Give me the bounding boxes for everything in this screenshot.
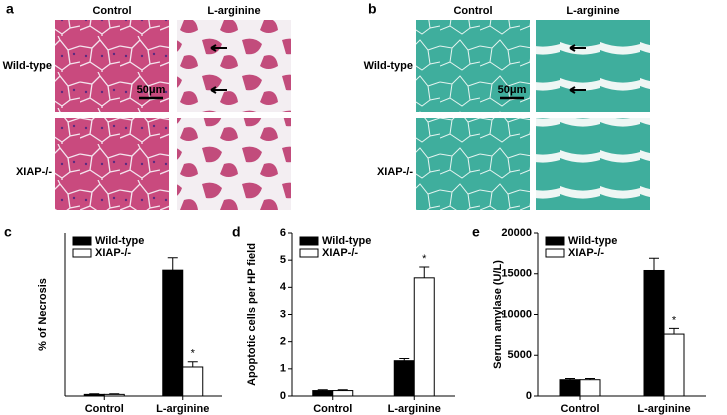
y-tick-label: 2 [280, 336, 286, 348]
y-axis-title: Serum amylase (U/L) [492, 260, 504, 369]
error-bar [89, 393, 100, 395]
legend-swatch [545, 248, 565, 258]
error-bar [419, 266, 430, 278]
y-tick-label: 20000 [501, 227, 532, 239]
significance-mark: * [422, 253, 427, 265]
legend-label: Wild-type [95, 235, 144, 247]
error-bar [109, 393, 120, 395]
micrograph [536, 118, 650, 210]
panel-letter: b [368, 1, 377, 17]
bar [162, 269, 184, 397]
row-label: XIAP-/- [16, 166, 52, 178]
arrow [210, 86, 227, 94]
error-bar [167, 257, 178, 271]
micrograph [55, 20, 169, 112]
bar [579, 379, 601, 397]
bar [643, 269, 665, 397]
y-tick-label: 3 [280, 308, 286, 320]
y-tick-label: 0 [526, 390, 532, 402]
error-bar [337, 389, 348, 391]
row-label: Wild-type [364, 60, 413, 72]
legend-label: XIAP-/- [322, 247, 358, 259]
error-bar [585, 377, 595, 380]
y-tick-label: 10000 [501, 308, 532, 320]
bar [559, 379, 581, 397]
bar [182, 366, 204, 397]
x-tick-label: Control [313, 403, 352, 415]
legend-swatch [72, 236, 92, 246]
legend-swatch [299, 236, 319, 246]
panel-letter: e [472, 224, 480, 240]
arrow [569, 44, 586, 52]
error-bar [669, 327, 679, 335]
bar [393, 360, 415, 397]
panel-letter: c [4, 224, 12, 240]
x-tick-label: Control [85, 403, 124, 415]
y-tick-label: 4 [280, 281, 287, 293]
y-axis-title: % of Necrosis [37, 278, 49, 351]
significance-mark: * [191, 348, 196, 360]
y-axis-title: Apoptotic cells per HP field [246, 243, 258, 386]
arrow [569, 86, 586, 94]
error-bar [317, 389, 328, 391]
legend-label: Wild-type [568, 235, 617, 247]
micrograph [536, 20, 650, 112]
micrograph [55, 118, 169, 210]
error-bar [399, 358, 410, 361]
column-label: L-arginine [207, 5, 260, 17]
panel-letter: a [6, 1, 14, 17]
legend-swatch [299, 248, 319, 258]
bar [103, 393, 125, 397]
legend-swatch [545, 236, 565, 246]
y-tick-label: 6 [280, 227, 286, 239]
column-label: Control [453, 5, 492, 17]
bar [332, 390, 354, 397]
error-bar [187, 361, 198, 367]
bar [83, 393, 105, 397]
y-tick-label: 15000 [501, 268, 532, 280]
row-label: XIAP-/- [377, 166, 413, 178]
bar [413, 277, 435, 397]
row-label: Wild-type [3, 60, 52, 72]
column-label: Control [92, 5, 131, 17]
bar [663, 333, 685, 397]
panel-letter: d [232, 224, 241, 240]
legend-label: XIAP-/- [568, 247, 604, 259]
scale-label: 50μm [498, 84, 527, 96]
micrograph [416, 20, 530, 112]
y-tick-label: 5 [280, 254, 286, 266]
scale-label: 50μm [137, 84, 166, 96]
error-bar [565, 377, 575, 380]
micrograph [177, 118, 291, 210]
arrow [210, 44, 227, 52]
y-tick-label: 0 [280, 390, 286, 402]
column-label: L-arginine [566, 5, 619, 17]
error-bar [649, 257, 659, 271]
legend-label: Wild-type [322, 235, 371, 247]
y-tick-label: 5000 [508, 349, 532, 361]
x-tick-label: L-arginine [388, 403, 441, 415]
micrograph [177, 20, 291, 112]
x-tick-label: L-arginine [637, 403, 690, 415]
x-tick-label: Control [560, 403, 599, 415]
x-tick-label: L-arginine [156, 403, 209, 415]
bar [312, 390, 334, 397]
y-tick-label: 1 [280, 363, 286, 375]
micrograph [416, 118, 530, 210]
significance-mark: * [672, 314, 677, 326]
legend-label: XIAP-/- [95, 247, 131, 259]
legend-swatch [72, 248, 92, 258]
